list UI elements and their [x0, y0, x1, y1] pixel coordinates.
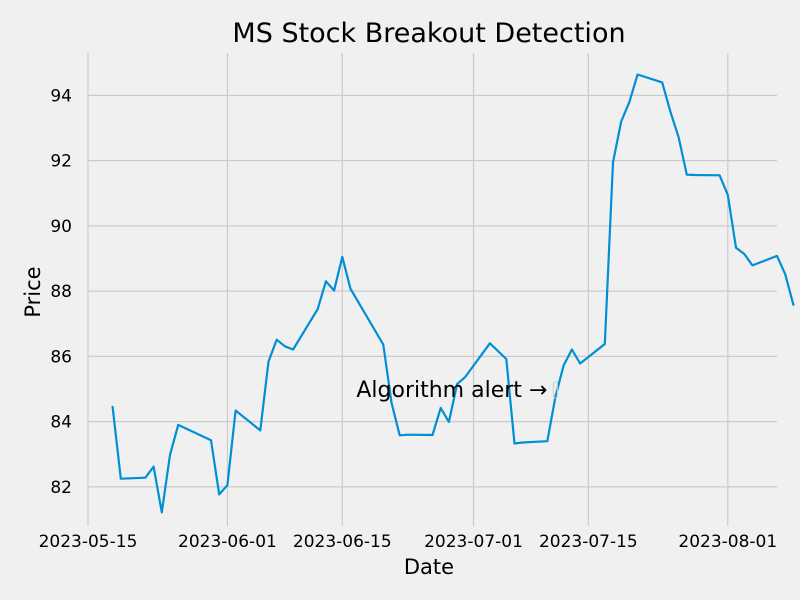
- chart-title: MS Stock Breakout Detection: [232, 18, 625, 49]
- y-tick-label: 92: [50, 152, 72, 172]
- x-tick-label: 2023-05-15: [39, 532, 138, 552]
- annotation-text: Algorithm alert →: [356, 378, 547, 403]
- x-tick-label: 2023-07-01: [424, 532, 523, 552]
- price-series-line: [111, 73, 795, 514]
- tick-labels: 82 84 86 88 90 92 94 2023-05-15 2023-06-01 2023-0…: [39, 86, 778, 552]
- y-tick-label: 84: [50, 413, 72, 433]
- series-layer: [111, 73, 795, 514]
- y-tick-label: 90: [50, 217, 72, 237]
- x-tick-label: 2023-07-15: [539, 532, 638, 552]
- x-tick-label: 2023-06-01: [178, 532, 277, 552]
- y-tick-label: 88: [50, 282, 72, 302]
- x-axis-label: Date: [404, 555, 454, 579]
- y-tick-label: 82: [50, 478, 72, 498]
- grid: [87, 53, 777, 526]
- annotation-layer: Algorithm alert →: [356, 378, 558, 403]
- y-tick-label: 94: [50, 86, 72, 106]
- annotation-marker: [552, 381, 558, 399]
- x-tick-label: 2023-08-01: [678, 532, 777, 552]
- y-axis-label: Price: [21, 266, 45, 317]
- y-tick-label: 86: [50, 347, 72, 367]
- x-tick-label: 2023-06-15: [293, 532, 392, 552]
